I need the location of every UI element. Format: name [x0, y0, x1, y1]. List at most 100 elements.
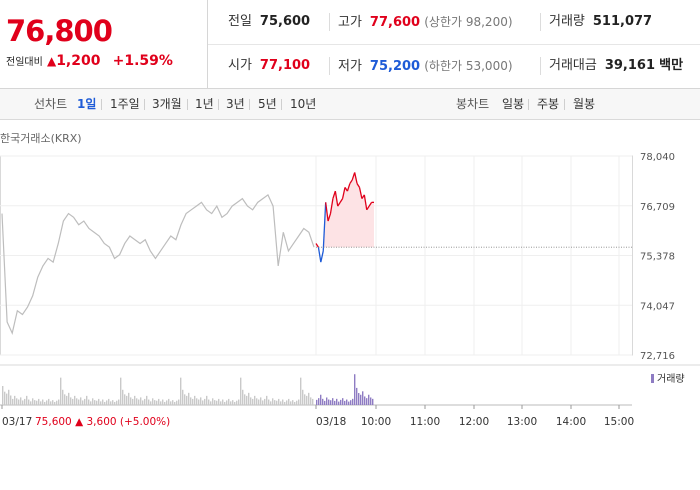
price-panel: 76,800 전일대비 ▲1,200 +1.59% [0, 0, 208, 88]
today-area [316, 172, 374, 248]
volume-bar [322, 398, 324, 405]
volume-bar [214, 400, 216, 405]
period-1d-button[interactable]: 1일 [77, 97, 97, 111]
volume-bar [102, 399, 104, 405]
x-tick-label: 14:00 [556, 416, 586, 428]
volume-bar [154, 400, 156, 405]
volume-bar [70, 397, 72, 405]
period-5y-button[interactable]: 5년 [258, 97, 277, 111]
volume-bar [304, 394, 306, 405]
divider [249, 99, 250, 110]
divider [540, 57, 541, 75]
stat-open: 시가 77,100 [228, 44, 310, 88]
volume-bar [8, 389, 10, 405]
x-tick-label: 03/17 [2, 416, 32, 428]
today-line-segment [320, 250, 324, 263]
volume-bar [234, 401, 236, 405]
volume-bar [228, 398, 230, 405]
candle-monthly-button[interactable]: 월봉 [573, 97, 596, 111]
candle-chart-label: 봉차트 [456, 97, 490, 111]
stat-label: 전일 [228, 14, 252, 29]
divider [528, 99, 529, 110]
volume-bar [300, 377, 302, 405]
volume-bar [218, 398, 220, 405]
volume-bar [176, 400, 178, 405]
volume-bar [288, 398, 290, 405]
today-line-segment [346, 183, 351, 192]
volume-bar [236, 400, 238, 405]
today-line-segment [317, 247, 322, 263]
volume-bar [282, 399, 284, 405]
volume-bar [316, 399, 318, 405]
volume-bar [126, 395, 128, 405]
volume-bar [74, 395, 76, 405]
period-3m-button[interactable]: 3개월 [152, 97, 182, 111]
volume-bar [20, 397, 22, 405]
stat-label: 저가 [338, 59, 362, 74]
volume-bar [370, 397, 372, 405]
volume-bar [156, 400, 158, 405]
data-source: 한국거래소(KRX) [0, 132, 82, 145]
volume-bar [136, 398, 138, 405]
stat-prev-close: 전일 75,600 [228, 0, 310, 44]
period-10y-button[interactable]: 10년 [290, 97, 317, 111]
candle-daily-button[interactable]: 일봉 [502, 97, 525, 111]
volume-bar [224, 401, 226, 405]
volume-bar [92, 398, 94, 405]
period-1y-button[interactable]: 1년 [195, 97, 214, 111]
volume-bar [98, 398, 100, 405]
volume-bar [216, 400, 218, 405]
period-3y-button[interactable]: 3년 [226, 97, 245, 111]
volume-bar [108, 398, 110, 405]
volume-bar [116, 400, 118, 405]
period-1w-button[interactable]: 1주일 [110, 97, 140, 111]
volume-bar [252, 398, 254, 405]
volume-bar [302, 389, 304, 405]
volume-bar [368, 394, 370, 405]
volume-bar [64, 394, 66, 405]
today-line-segment [325, 202, 329, 222]
volume-bar [48, 398, 50, 405]
divider [564, 99, 565, 110]
volume-bar [346, 399, 348, 405]
stat-volume: 거래량 511,077 [549, 0, 652, 44]
today-line-segment [329, 198, 334, 214]
volume-bar [356, 387, 358, 405]
volume-bar [84, 398, 86, 405]
volume-bar [148, 399, 150, 405]
today-line-segment [363, 194, 368, 210]
volume-bar [44, 401, 46, 405]
prev-day-line [1, 193, 315, 336]
volume-bar [306, 395, 308, 405]
volume-bar [238, 399, 240, 405]
today-line-segment [366, 205, 370, 211]
change-label: 전일대비 [6, 57, 43, 68]
volume-bar [140, 397, 142, 405]
volume-bar [32, 398, 34, 405]
stats-row-1: 전일 75,600 고가 77,600 (상한가 98,200) 거래량 511,07… [208, 0, 700, 45]
volume-bar [22, 400, 24, 405]
volume-bar [146, 395, 148, 405]
stat-label: 시가 [228, 58, 252, 73]
current-price: 76,800 [6, 14, 113, 48]
volume-bar [106, 400, 108, 405]
candle-weekly-button[interactable]: 주봉 [537, 97, 560, 111]
volume-bar [318, 398, 320, 405]
volume-bar [180, 377, 182, 405]
y-tick-label: 76,709 [640, 202, 675, 213]
quote-header: 76,800 전일대비 ▲1,200 +1.59% 전일 75,600 고가 77,… [0, 0, 700, 89]
volume-bar [290, 401, 292, 405]
volume-bar [352, 398, 354, 405]
volume-bar [54, 401, 56, 405]
volume-bar [110, 401, 112, 405]
volume-bar [38, 398, 40, 405]
volume-bar [104, 401, 106, 405]
volume-bar [296, 400, 298, 405]
today-line-segment [334, 191, 339, 207]
volume-bar [86, 395, 88, 405]
volume-bar [158, 398, 160, 405]
volume-bar [96, 400, 98, 405]
stat-value: 75,200 [369, 59, 421, 74]
volume-bar [222, 399, 224, 405]
